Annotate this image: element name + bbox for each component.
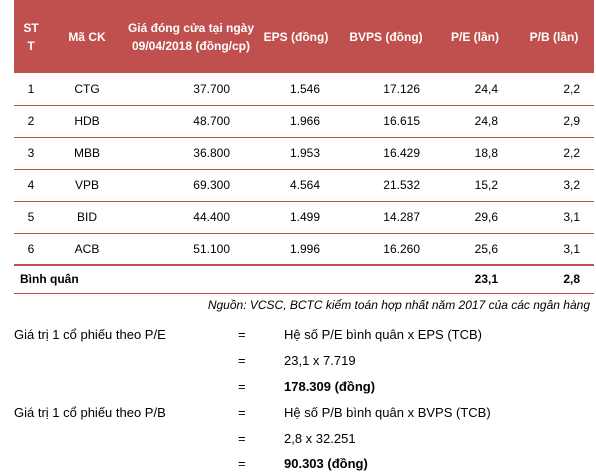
row-divider: [14, 105, 594, 106]
table-row: 3 MBB 36.800 1.953 16.429 18,8 2,2: [14, 137, 594, 169]
cell-ma-ck: CTG: [74, 82, 100, 96]
cell-ma-ck: BID: [76, 210, 97, 224]
equals-sign: =: [238, 405, 246, 420]
cell-bvps: 21.532: [383, 178, 420, 192]
cell-stt: 6: [27, 242, 35, 256]
cell-pb: 2,2: [563, 82, 580, 96]
average-row: Bình quân 23,1 2,8: [14, 265, 594, 293]
calc-pe-label: Giá trị 1 cổ phiếu theo P/E: [14, 327, 166, 342]
header-pb: P/B (lần): [529, 29, 579, 44]
cell-ma-ck: HDB: [74, 114, 100, 128]
header-pe: P/E (lần): [450, 29, 499, 44]
cell-stt: 5: [27, 210, 35, 224]
equals-sign: =: [238, 353, 246, 368]
calc-pb-label: Giá trị 1 cổ phiếu theo P/B: [14, 405, 166, 420]
cell-closing-price: 69.300: [193, 178, 230, 192]
cell-closing-price: 51.100: [193, 242, 230, 256]
equals-sign: =: [238, 456, 246, 471]
cell-pb: 3,1: [563, 210, 580, 224]
header-bvps: BVPS (đồng): [349, 29, 423, 44]
cell-pb: 2,9: [563, 114, 580, 128]
table-row: 2 HDB 48.700 1.966 16.615 24,8 2,9: [14, 105, 594, 137]
cell-stt: 1: [27, 82, 35, 96]
header-stt: STT: [23, 20, 39, 53]
cell-pb: 3,1: [563, 242, 580, 256]
cell-bvps: 16.260: [383, 242, 420, 256]
table-bottom-divider: [14, 293, 594, 294]
cell-pe: 25,6: [474, 242, 498, 256]
cell-bvps: 17.126: [383, 82, 420, 96]
table-header: STT Mã CK Giá đóng cửa tại ngày 09/04/20…: [14, 0, 594, 73]
cell-stt: 2: [27, 114, 35, 128]
cell-eps: 1.499: [289, 210, 320, 224]
cell-ma-ck: MBB: [73, 146, 100, 160]
row-divider: [14, 201, 594, 202]
cell-ma-ck: VPB: [74, 178, 99, 192]
table-row: 4 VPB 69.300 4.564 21.532 15,2 3,2: [14, 169, 594, 201]
equals-sign: =: [238, 431, 246, 446]
cell-eps: 4.564: [289, 178, 320, 192]
cell-closing-price: 37.700: [193, 82, 230, 96]
calc-pb-values: 2,8 x 32.251: [284, 431, 356, 446]
calc-pe-values: 23,1 x 7.719: [284, 353, 356, 368]
cell-closing-price: 36.800: [193, 146, 230, 160]
equals-sign: =: [238, 327, 246, 342]
row-divider: [14, 169, 594, 170]
source-note: Nguồn: VCSC, BCTC kiểm toán hợp nhất năm…: [207, 298, 590, 312]
cell-eps: 1.996: [289, 242, 320, 256]
cell-bvps: 16.429: [383, 146, 420, 160]
average-pb: 2,8: [563, 272, 580, 286]
calc-pe-formula: Hệ số P/E bình quân x EPS (TCB): [284, 327, 482, 342]
cell-pe: 15,2: [474, 178, 498, 192]
header-ma-ck: Mã CK: [68, 29, 106, 44]
cell-bvps: 14.287: [383, 210, 420, 224]
row-divider: [14, 137, 594, 138]
cell-pe: 24,4: [474, 82, 498, 96]
cell-closing-price: 44.400: [193, 210, 230, 224]
average-label: Bình quân: [20, 272, 79, 286]
cell-pe: 24,8: [474, 114, 498, 128]
cell-eps: 1.546: [289, 82, 320, 96]
cell-bvps: 16.615: [383, 114, 420, 128]
equals-sign: =: [238, 379, 246, 394]
calc-pe-result: 178.309 (đồng): [284, 379, 376, 394]
calc-pb-formula: Hệ số P/B bình quân x BVPS (TCB): [284, 405, 491, 420]
cell-pe: 18,8: [474, 146, 498, 160]
header-closing-price: Giá đóng cửa tại ngày 09/04/2018 (đồng/c…: [127, 20, 255, 53]
cell-pb: 3,2: [563, 178, 580, 192]
average-pe: 23,1: [474, 272, 498, 286]
cell-stt: 3: [27, 146, 35, 160]
row-divider: [14, 233, 594, 234]
cell-stt: 4: [27, 178, 35, 192]
cell-ma-ck: ACB: [74, 242, 100, 256]
average-divider: [14, 264, 594, 266]
cell-eps: 1.966: [289, 114, 320, 128]
calc-pb-result: 90.303 (đồng): [284, 456, 368, 471]
cell-pb: 2,2: [563, 146, 580, 160]
table-row: 5 BID 44.400 1.499 14.287 29,6 3,1: [14, 201, 594, 233]
cell-pe: 29,6: [474, 210, 498, 224]
table-row: 6 ACB 51.100 1.996 16.260 25,6 3,1: [14, 233, 594, 265]
table-row: 1 CTG 37.700 1.546 17.126 24,4 2,2: [14, 73, 594, 105]
cell-eps: 1.953: [289, 146, 320, 160]
cell-closing-price: 48.700: [193, 114, 230, 128]
header-eps: EPS (đồng): [263, 29, 329, 44]
